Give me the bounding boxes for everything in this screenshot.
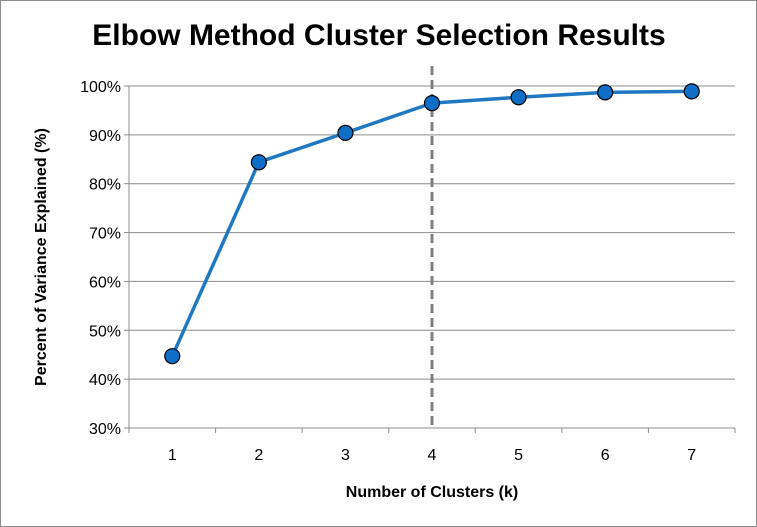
- x-tick-label: 5: [514, 447, 523, 464]
- chart-title: Elbow Method Cluster Selection Results: [92, 19, 666, 52]
- x-tick-label: 1: [168, 447, 177, 464]
- y-tick-label: 70%: [89, 226, 121, 243]
- y-tick-label: 100%: [80, 79, 121, 96]
- label-layer: 30% 40% 50% 60% 70% 80% 90% 100% 1 2 3 4 5 6 7 Number o…: [33, 79, 696, 501]
- data-point: [250, 154, 267, 171]
- x-tick-label: 6: [601, 447, 610, 464]
- axis-layer: [124, 85, 736, 433]
- data-point: [164, 348, 181, 365]
- y-tick-label: 50%: [89, 323, 121, 340]
- data-point: [337, 124, 354, 142]
- data-point: [597, 84, 614, 101]
- x-tick-label: 7: [687, 447, 696, 464]
- x-tick-label: 2: [254, 447, 263, 464]
- data-point: [510, 89, 527, 106]
- x-axis-title: Number of Clusters (k): [346, 484, 518, 501]
- y-tick-label: 90%: [89, 128, 121, 145]
- data-point: [423, 94, 441, 112]
- y-tick-label: 30%: [89, 421, 121, 438]
- series-layer: [164, 83, 700, 365]
- y-tick-label: 40%: [89, 372, 121, 389]
- y-axis-title: Percent of Variance Explained (%): [33, 128, 50, 386]
- y-tick-label: 80%: [89, 177, 121, 194]
- y-tick-label: 60%: [89, 274, 121, 291]
- data-point: [683, 83, 700, 100]
- x-tick-label: 4: [428, 447, 437, 464]
- x-tick-label: 3: [341, 447, 350, 464]
